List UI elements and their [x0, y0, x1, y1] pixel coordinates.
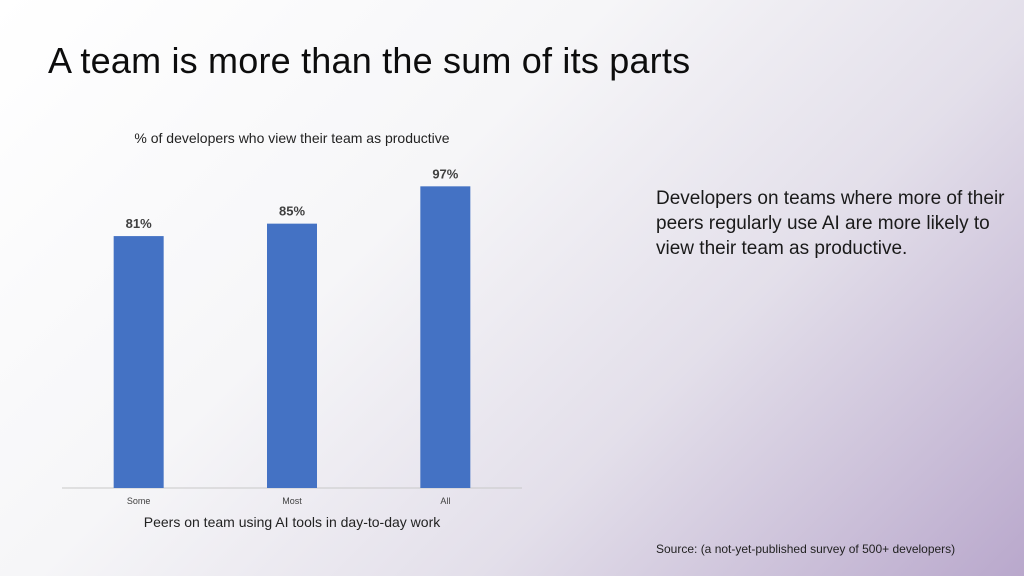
x-axis-title: Peers on team using AI tools in day-to-d…	[143, 514, 441, 530]
x-tick-label: Most	[282, 496, 302, 506]
data-label: 81%	[126, 216, 152, 231]
bar-some	[113, 236, 164, 488]
slide-title: A team is more than the sum of its parts	[48, 40, 691, 81]
x-tick-label: Some	[127, 496, 151, 506]
bar-all	[420, 186, 471, 488]
chart-title: % of developers who view their team as p…	[134, 130, 450, 146]
source-note: Source: (a not-yet-published survey of 5…	[656, 542, 956, 556]
data-label: 97%	[432, 166, 458, 181]
bar-most	[267, 223, 317, 488]
data-label: 85%	[279, 204, 305, 219]
caption-text: Developers on teams where more of their …	[656, 188, 1005, 259]
x-tick-label: All	[440, 496, 450, 506]
